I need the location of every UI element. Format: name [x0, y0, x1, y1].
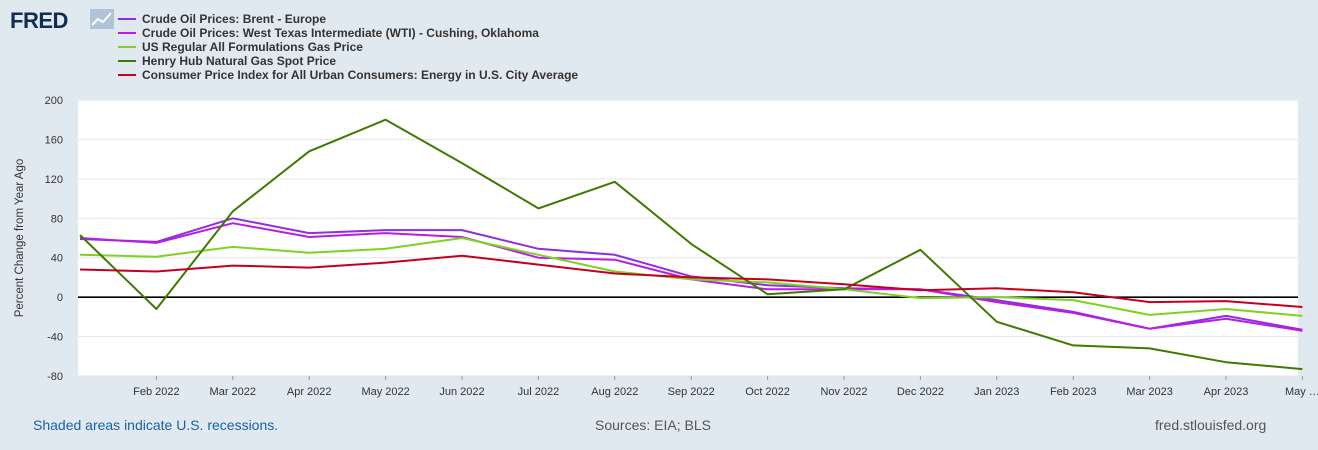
y-tick-label: 0 — [57, 292, 63, 304]
x-tick-label: Nov 2022 — [820, 386, 867, 398]
x-tick-label: May 2022 — [361, 386, 409, 398]
chart-legend: Crude Oil Prices: Brent - Europe Crude Oi… — [118, 12, 578, 82]
fred-logo[interactable]: FRED — [10, 8, 68, 33]
x-tick-label: Mar 2022 — [210, 386, 256, 398]
legend-item-3[interactable]: US Regular All Formulations Gas Price — [118, 40, 578, 54]
y-tick-label: 160 — [45, 134, 63, 146]
x-tick-label: Sep 2022 — [668, 386, 715, 398]
x-tick-label: Jul 2022 — [518, 386, 560, 398]
x-tick-label: Dec 2022 — [897, 386, 944, 398]
sources-text: Sources: EIA; BLS — [595, 417, 711, 433]
y-axis-label: Percent Change from Year Ago — [14, 159, 26, 318]
legend-label: Henry Hub Natural Gas Spot Price — [142, 54, 337, 68]
plot-area — [78, 100, 1298, 376]
legend-item-5[interactable]: Consumer Price Index for All Urban Consu… — [118, 68, 578, 82]
x-tick-label: Apr 2023 — [1204, 386, 1249, 398]
series-line-5 — [79, 254, 1303, 308]
legend-item-2[interactable]: Crude Oil Prices: West Texas Intermediat… — [118, 26, 578, 40]
legend-item-4[interactable]: Henry Hub Natural Gas Spot Price — [118, 54, 578, 68]
legend-swatch — [118, 32, 136, 34]
y-tick-label: -40 — [47, 332, 63, 344]
legend-swatch — [118, 46, 136, 48]
x-tick-label: Jan 2023 — [974, 386, 1019, 398]
x-tick-label: Jun 2022 — [439, 386, 484, 398]
y-tick-label: 200 — [45, 95, 63, 107]
legend-label: US Regular All Formulations Gas Price — [142, 40, 363, 54]
x-tick-label: May … — [1285, 386, 1318, 398]
x-tick-label: Apr 2022 — [287, 386, 332, 398]
x-tick-label: Feb 2023 — [1050, 386, 1096, 398]
legend-swatch — [118, 60, 136, 62]
x-tick-label: Feb 2022 — [133, 386, 179, 398]
y-tick-label: 120 — [45, 174, 63, 186]
recessions-note-link[interactable]: Shaded areas indicate U.S. recessions. — [33, 417, 279, 433]
legend-label: Consumer Price Index for All Urban Consu… — [142, 68, 579, 82]
y-tick-label: 80 — [51, 213, 63, 225]
legend-swatch — [118, 18, 136, 20]
y-tick-label: -80 — [47, 371, 63, 383]
fred-site-link[interactable]: fred.stlouisfed.org — [1155, 417, 1267, 433]
legend-label: Crude Oil Prices: West Texas Intermediat… — [142, 26, 539, 40]
series-line-3 — [79, 237, 1303, 317]
chart-line-icon — [90, 9, 114, 29]
legend-label: Crude Oil Prices: Brent - Europe — [142, 12, 327, 26]
x-tick-label: Mar 2023 — [1126, 386, 1172, 398]
series-line-4 — [79, 118, 1303, 371]
x-tick-label: Oct 2022 — [745, 386, 790, 398]
y-tick-label: 40 — [51, 253, 63, 265]
x-tick-label: Aug 2022 — [591, 386, 638, 398]
legend-item-1[interactable]: Crude Oil Prices: Brent - Europe — [118, 12, 578, 26]
legend-swatch — [118, 74, 136, 76]
